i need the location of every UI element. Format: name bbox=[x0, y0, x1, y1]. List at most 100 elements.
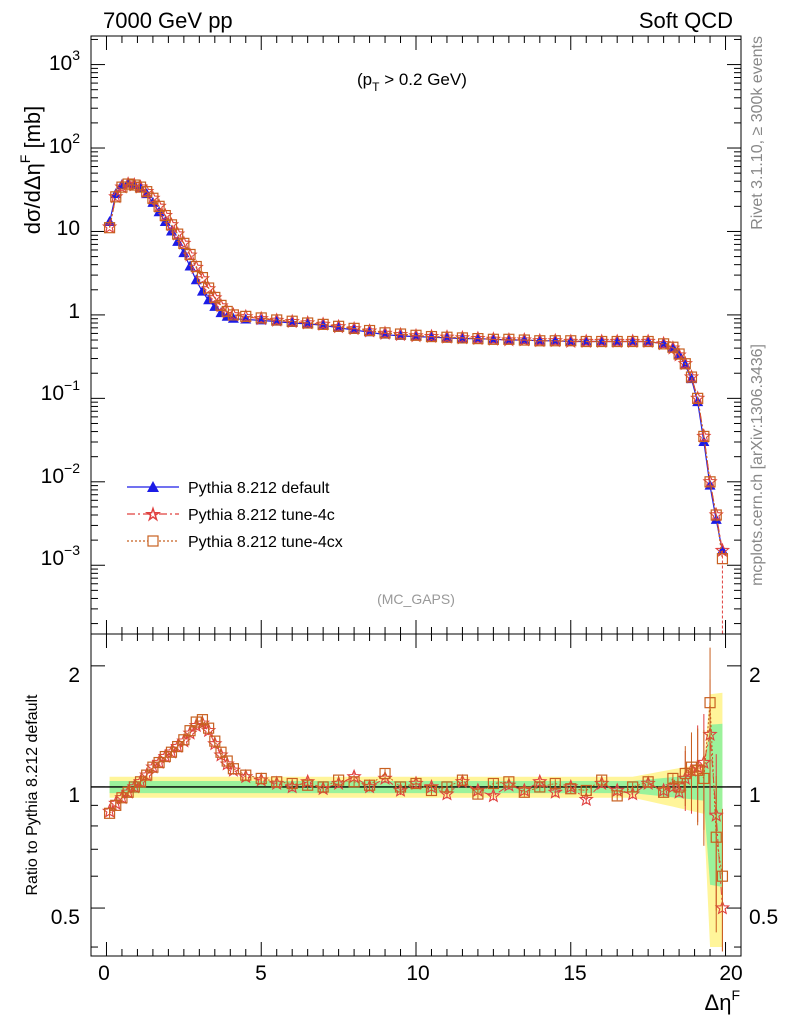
ratio-point-tune4c bbox=[485, 787, 502, 803]
analysis-label: (MC_GAPS) bbox=[377, 591, 455, 607]
ratio-line-tune4c bbox=[109, 722, 723, 909]
main-point-tune4cx bbox=[580, 335, 592, 348]
main-ytick-label-1e2: 102 bbox=[49, 130, 80, 158]
x-tick-labels: 0 5 10 15 20 bbox=[98, 962, 743, 985]
legend-label-tune4cx: Pythia 8.212 tune-4cx bbox=[188, 534, 343, 551]
ratio-series bbox=[101, 647, 731, 952]
main-axis-ticks bbox=[91, 38, 741, 625]
main-series bbox=[101, 176, 731, 634]
ratio-yellow-band bbox=[109, 692, 723, 948]
ratio-line-tune4cx bbox=[109, 702, 723, 877]
main-point-default bbox=[110, 188, 122, 199]
ratio-point-tune4cx bbox=[716, 870, 729, 882]
ratio-point-tune4cx bbox=[221, 755, 233, 767]
main-point-tune4cx bbox=[286, 315, 298, 327]
ratio-point-tune4cx bbox=[565, 783, 577, 795]
ratio-point-tune4cx bbox=[580, 784, 592, 797]
main-point-tune4cx bbox=[240, 310, 252, 322]
main-point-tune4cx bbox=[534, 335, 546, 347]
main-ytick-label-1em2: 10−2 bbox=[41, 460, 81, 488]
side-label-rivet: Rivet 3.1.10, ≥ 300k events bbox=[749, 36, 766, 230]
ratio-point-tune4cx bbox=[153, 756, 165, 769]
xtick-label-5: 5 bbox=[255, 962, 267, 985]
ratio-point-tune4cx bbox=[333, 774, 345, 786]
main-point-tune4cx bbox=[196, 271, 209, 284]
ratio-point-tune4cx bbox=[710, 831, 722, 843]
ratio-point-tune4cx bbox=[165, 746, 178, 758]
ratio-point-tune4cx bbox=[698, 772, 710, 785]
main-point-tune4cx bbox=[704, 476, 716, 488]
main-point-tune4cx bbox=[518, 334, 530, 346]
main-point-tune4cx bbox=[487, 333, 499, 345]
main-point-tune4cx bbox=[178, 237, 190, 249]
main-point-tune4cx bbox=[165, 219, 178, 231]
main-y-axis-label: dσ/dΔηF [mb] bbox=[17, 106, 45, 235]
main-point-tune4cx bbox=[221, 305, 233, 318]
main-point-tune4cx bbox=[642, 335, 654, 348]
main-point-tune4cx bbox=[394, 328, 407, 340]
ratio-point-tune4cx bbox=[317, 781, 329, 793]
xtick-label-10: 10 bbox=[406, 962, 429, 985]
main-point-tune4cx bbox=[698, 430, 710, 443]
header-right: Soft QCD bbox=[639, 8, 733, 33]
ratio-point-tune4c bbox=[578, 791, 594, 807]
ratio-point-tune4cx bbox=[159, 750, 171, 763]
ratio-point-tune4cx bbox=[472, 788, 484, 800]
main-point-tune4cx bbox=[116, 181, 128, 193]
ratio-point-tune4cx bbox=[255, 772, 267, 785]
ratio-point-tune4cx bbox=[425, 784, 438, 797]
ratio-point-tune4cx bbox=[549, 777, 561, 790]
main-point-tune4cx bbox=[627, 335, 639, 348]
main-point-tune4cx bbox=[122, 178, 134, 190]
xtick-label-15: 15 bbox=[563, 962, 586, 985]
legend-entry-tune4cx: Pythia 8.212 tune-4cx bbox=[127, 534, 343, 551]
main-point-tune4cx bbox=[685, 371, 698, 383]
main-point-tune4cx bbox=[103, 222, 116, 234]
main-point-tune4cx bbox=[227, 309, 239, 321]
ratio-point-tune4cx bbox=[172, 740, 184, 753]
ratio-point-tune4cx bbox=[685, 761, 698, 773]
main-point-tune4cx bbox=[549, 335, 561, 347]
ratio-point-tune4cx bbox=[673, 781, 685, 793]
main-point-tune4cx bbox=[667, 341, 679, 353]
ratio-ytick-label-left-0.5: 0.5 bbox=[51, 906, 80, 929]
main-series-default bbox=[104, 177, 728, 555]
ratio-point-tune4cx bbox=[215, 746, 227, 758]
main-point-tune4cx bbox=[472, 333, 484, 345]
ratio-point-tune4cx bbox=[363, 779, 376, 791]
ratio-series-tune4cx bbox=[103, 647, 729, 952]
ratio-point-tune4cx bbox=[302, 779, 314, 791]
legend-label-default: Pythia 8.212 default bbox=[188, 480, 330, 497]
main-point-tune4cx bbox=[172, 228, 184, 240]
main-point-tune4cx bbox=[348, 322, 360, 334]
main-point-tune4cx bbox=[184, 248, 196, 261]
main-point-tune4cx bbox=[128, 179, 140, 191]
main-point-tune4cx bbox=[441, 331, 453, 343]
main-point-tune4cx bbox=[110, 191, 122, 203]
main-point-tune4cx bbox=[153, 200, 165, 212]
main-point-default bbox=[165, 225, 177, 236]
ratio-point-tune4cx bbox=[596, 774, 608, 786]
ratio-ytick-label-right-2: 2 bbox=[749, 664, 761, 687]
side-label-source: mcplots.cern.ch [arXiv:1306.3436] bbox=[749, 344, 766, 586]
main-point-tune4cx bbox=[456, 332, 469, 344]
x-axis-ticks bbox=[105, 36, 727, 956]
ratio-point-tune4cx bbox=[642, 776, 654, 788]
ratio-point-tune4cx bbox=[141, 769, 153, 781]
main-series-tune4c bbox=[101, 176, 731, 558]
ratio-point-tune4cx bbox=[410, 777, 422, 790]
ratio-point-tune4cx bbox=[271, 776, 283, 788]
legend-marker-square bbox=[147, 535, 159, 547]
ratio-point-tune4cx bbox=[534, 781, 546, 793]
main-ytick-label-1em3: 10−3 bbox=[41, 542, 81, 570]
main-ytick-label-1em1: 10−1 bbox=[41, 377, 81, 405]
ratio-point-tune4cx bbox=[692, 764, 704, 776]
ratio-point-tune4cx bbox=[379, 767, 391, 780]
legend: Pythia 8.212 default ☆ Pythia 8.212 tune… bbox=[127, 480, 343, 551]
main-point-tune4cx bbox=[716, 553, 729, 565]
ratio-point-tune4c bbox=[547, 784, 563, 799]
ratio-green-band bbox=[109, 723, 723, 887]
main-line-tune4cx bbox=[109, 183, 723, 559]
main-point-tune4cx bbox=[141, 186, 153, 198]
